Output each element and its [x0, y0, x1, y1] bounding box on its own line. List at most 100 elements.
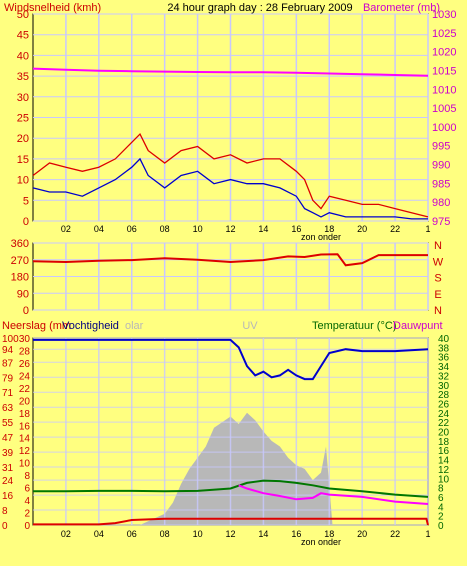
y-tick-label-left: 10 [17, 175, 29, 187]
y-axis-label-dewpoint: Dauwpunt [393, 320, 443, 332]
series-line-barometer [32, 67, 429, 77]
y-tick-label-right: 26 [438, 399, 450, 410]
y-tick-label-right: 18 [438, 437, 450, 448]
x-tick-label: 14 [258, 224, 268, 234]
y-tick-label-right: 12 [438, 465, 450, 476]
x-tick-label: 12 [225, 529, 235, 539]
x-tick-label: 02 [61, 224, 71, 234]
y-axis-label-uv: UV [242, 320, 258, 332]
y-tick-label-left: 39 [2, 448, 14, 459]
y-tick-label-left-mm: 8 [24, 471, 30, 482]
x-tick-label: 08 [160, 529, 170, 539]
y-tick-label-left: 87 [2, 358, 14, 369]
y-tick-label-left-mm: 18 [19, 409, 31, 420]
y-tick-label-right: 2 [438, 512, 444, 523]
y-tick-label-right: 28 [438, 390, 450, 401]
x-tick-label: 18 [324, 529, 334, 539]
y-tick-label-right: 1020 [432, 47, 456, 59]
y-tick-label-right: 995 [432, 141, 450, 153]
series-line-wind [32, 157, 428, 220]
x-tick-label: 16 [291, 224, 301, 234]
direction-letter: N [434, 305, 442, 317]
series-line-dewpoint [238, 484, 429, 505]
y-tick-label-left-mm: 24 [19, 371, 31, 382]
x-tick-label: 20 [357, 529, 367, 539]
y-tick-label-left: 8 [2, 506, 8, 517]
y-tick-label-left: 35 [17, 71, 29, 83]
y-tick-label-right: 990 [432, 160, 450, 172]
series-line-temperature [33, 479, 429, 498]
y-tick-label-right: 32 [438, 371, 450, 382]
y-tick-label-left-mm: 28 [19, 346, 31, 357]
y-tick-label-left-mm: 14 [19, 434, 31, 445]
y-tick-label-left: 16 [2, 491, 14, 502]
y-axis-label-right: Barometer (mb) [363, 2, 440, 14]
y-tick-label-left: 90 [17, 288, 29, 300]
y-tick-label-right: 14 [438, 456, 450, 467]
y-tick-label-left: 0 [23, 305, 29, 317]
x-tick-label: 10 [193, 224, 203, 234]
y-tick-label-left: 24 [2, 476, 14, 487]
y-tick-label-right: 985 [432, 178, 450, 190]
series-line-gust [32, 133, 429, 218]
wind-barometer-panel: 0510152025303540455097598098599099510001… [4, 2, 456, 242]
y-tick-label-left-mm: 26 [19, 359, 31, 370]
y-tick-label-left: 79 [2, 373, 14, 384]
y-tick-label-left: 5 [23, 195, 29, 207]
y-tick-label-left-mm: 16 [19, 421, 31, 432]
x-axis-label: zon onder [301, 537, 341, 547]
y-tick-label-left: 25 [17, 113, 29, 125]
x-tick-label: 06 [127, 224, 137, 234]
y-tick-label-left: 15 [17, 154, 29, 166]
y-tick-label-right: 1025 [432, 28, 456, 40]
x-tick-label: 12 [225, 224, 235, 234]
series-line-humidity [33, 338, 429, 381]
y-tick-label-left-mm: 30 [19, 334, 31, 345]
y-tick-label-right: 1005 [432, 103, 456, 115]
y-tick-label-left-mm: 6 [24, 484, 30, 495]
y-tick-label-right: 24 [438, 409, 450, 420]
y-tick-label-right: 20 [438, 428, 450, 439]
x-tick-label: 02 [61, 529, 71, 539]
direction-letter: W [433, 256, 444, 268]
y-tick-label-left: 45 [17, 30, 29, 42]
y-tick-label-left: 180 [11, 272, 29, 284]
y-tick-label-left-mm: 12 [19, 446, 31, 457]
y-tick-label-right: 4 [438, 502, 444, 513]
y-tick-label-left-mm: 2 [24, 509, 30, 520]
chart-title: 24 hour graph day : 28 February 2009 [167, 2, 352, 14]
x-tick-label: 04 [94, 224, 104, 234]
y-tick-label-left-mm: 10 [19, 459, 31, 470]
x-tick-label: 1 [425, 224, 430, 234]
y-tick-label-right: 980 [432, 197, 450, 209]
y-tick-label-left: 360 [11, 238, 29, 250]
direction-letter: E [434, 289, 441, 301]
x-tick-label: 10 [193, 529, 203, 539]
x-tick-label: 08 [160, 224, 170, 234]
y-tick-label-right: 1030 [432, 9, 456, 21]
y-tick-label-left: 0 [23, 216, 29, 228]
y-tick-label-left-mm: 22 [19, 384, 31, 395]
y-tick-label-left: 0 [2, 521, 8, 532]
y-tick-label-right: 0 [438, 521, 444, 532]
y-tick-label-left: 20 [17, 133, 29, 145]
x-tick-label: 14 [258, 529, 268, 539]
y-tick-label-left: 40 [17, 50, 29, 62]
y-tick-label-left: 94 [2, 345, 14, 356]
x-tick-label: 18 [324, 224, 334, 234]
y-tick-label-right: 975 [432, 216, 450, 228]
y-tick-label-left: 100 [2, 334, 19, 345]
y-tick-label-right: 22 [438, 418, 450, 429]
y-tick-label-left-mm: 0 [24, 521, 30, 532]
x-tick-label: 16 [291, 529, 301, 539]
y-tick-label-left-mm: 20 [19, 396, 31, 407]
y-tick-label-left: 30 [17, 92, 29, 104]
direction-letter: S [434, 273, 441, 285]
y-axis-label-solar: olar [125, 320, 144, 332]
y-axis-label-humidity: Vochtigheid [62, 320, 119, 332]
x-tick-label: 04 [94, 529, 104, 539]
x-tick-label: 22 [390, 529, 400, 539]
y-tick-label-right: 38 [438, 343, 450, 354]
x-tick-label: 06 [127, 529, 137, 539]
